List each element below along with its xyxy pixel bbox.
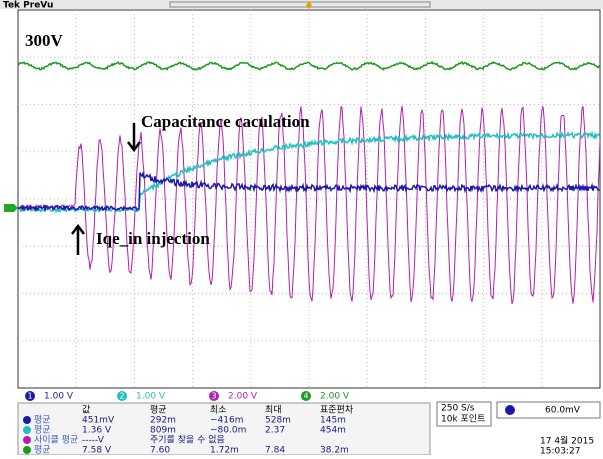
- column-header: 최소: [210, 405, 227, 416]
- channel-number: 4: [303, 392, 308, 401]
- time: 15:03:27: [540, 447, 580, 456]
- row-label: 평균: [34, 425, 51, 436]
- channel-scale: 1.00 V: [136, 392, 166, 402]
- channel-number: 2: [119, 392, 124, 401]
- top-bar: [0, 0, 603, 9]
- value: 145m: [320, 416, 346, 426]
- value: 주기를 찾을 수 없음: [150, 435, 225, 446]
- column-header: 표준편차: [320, 404, 354, 416]
- trigger-level: 60.0mV: [545, 406, 581, 416]
- value: 7.84: [265, 446, 285, 456]
- sample-rate: 250 S/s: [441, 404, 475, 414]
- value: −416m: [210, 416, 244, 426]
- annotation: Capacitance caculation: [141, 112, 310, 131]
- row-label: 사이클 평균: [34, 435, 78, 446]
- value: 7.60: [150, 446, 170, 456]
- column-header: 평균: [150, 405, 167, 416]
- value: 2.37: [265, 426, 285, 436]
- row-badge: [23, 416, 31, 424]
- value: 1.72m: [210, 446, 239, 456]
- value: −80.0m: [210, 426, 246, 436]
- value: 292m: [150, 416, 176, 426]
- row-badge: [23, 426, 31, 434]
- annotation: Iqe_in injection: [96, 229, 210, 248]
- row-badge: [23, 446, 31, 454]
- channel-number: 1: [27, 392, 32, 401]
- voltage-label: 300V: [25, 31, 64, 50]
- value: 528m: [265, 416, 291, 426]
- trigger-source: [505, 405, 515, 415]
- oscilloscope-screen: Tek PreVu 300V Capacitance caculation Iq…: [0, 0, 603, 455]
- date: 17 4월 2015: [540, 435, 594, 447]
- channel-scale: 2.00 V: [228, 392, 258, 402]
- value: 1.36 V: [82, 426, 112, 436]
- row-label: 평균: [34, 445, 51, 456]
- column-header: 최대: [265, 405, 282, 416]
- brand: Tek PreVu: [3, 1, 53, 11]
- column-header: 값: [82, 404, 90, 416]
- record-length: 10k 포인트: [441, 414, 485, 425]
- value: 38.2m: [320, 446, 349, 456]
- value: 454m: [320, 426, 346, 436]
- row-badge: [23, 436, 31, 444]
- channel-scale: 2.00 V: [320, 392, 350, 402]
- value: 451mV: [82, 416, 115, 426]
- channel-number: 3: [211, 392, 216, 401]
- value: 7.58 V: [82, 446, 112, 456]
- value: 809m: [150, 426, 176, 436]
- value: -----V: [82, 436, 105, 446]
- row-label: 평균: [34, 415, 51, 426]
- channel-scale: 1.00 V: [44, 392, 74, 402]
